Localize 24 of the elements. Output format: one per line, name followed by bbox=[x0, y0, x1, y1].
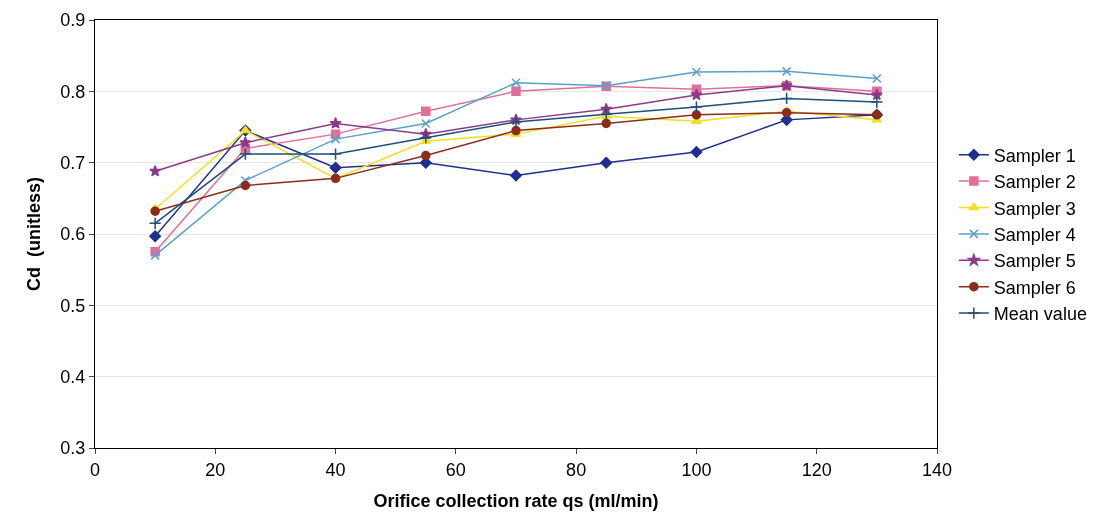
legend-label: Sampler 2 bbox=[993, 172, 1076, 193]
x-tick-label: 100 bbox=[681, 459, 712, 480]
y-tick-label: 0.4 bbox=[60, 366, 86, 387]
legend-label: Sampler 3 bbox=[993, 198, 1076, 219]
legend-label: Sampler 1 bbox=[993, 145, 1076, 166]
y-tick-label: 0.5 bbox=[60, 295, 86, 316]
y-tick-label: 0.9 bbox=[60, 10, 86, 31]
y-tick-label: 0.3 bbox=[60, 438, 86, 459]
x-tick-label: 20 bbox=[205, 459, 226, 480]
legend-label: Sampler 5 bbox=[993, 251, 1076, 272]
x-tick-label: 80 bbox=[566, 459, 587, 480]
x-tick-label: 40 bbox=[325, 459, 346, 480]
y-axis-title: Cd (unitless) bbox=[23, 176, 44, 292]
y-tick-label: 0.8 bbox=[60, 81, 86, 102]
x-tick-label: 60 bbox=[445, 459, 466, 480]
y-tick-label: 0.6 bbox=[60, 224, 86, 245]
y-tick-label: 0.7 bbox=[60, 152, 86, 173]
legend-label: Mean value bbox=[993, 304, 1087, 325]
x-tick-label: 120 bbox=[801, 459, 832, 480]
legend-label: Sampler 4 bbox=[993, 224, 1076, 245]
legend-label: Sampler 6 bbox=[993, 277, 1076, 298]
x-axis-title: Orifice collection rate qs (ml/min) bbox=[373, 490, 659, 511]
x-tick-label: 140 bbox=[921, 459, 953, 480]
x-tick-label: 0 bbox=[89, 459, 101, 480]
